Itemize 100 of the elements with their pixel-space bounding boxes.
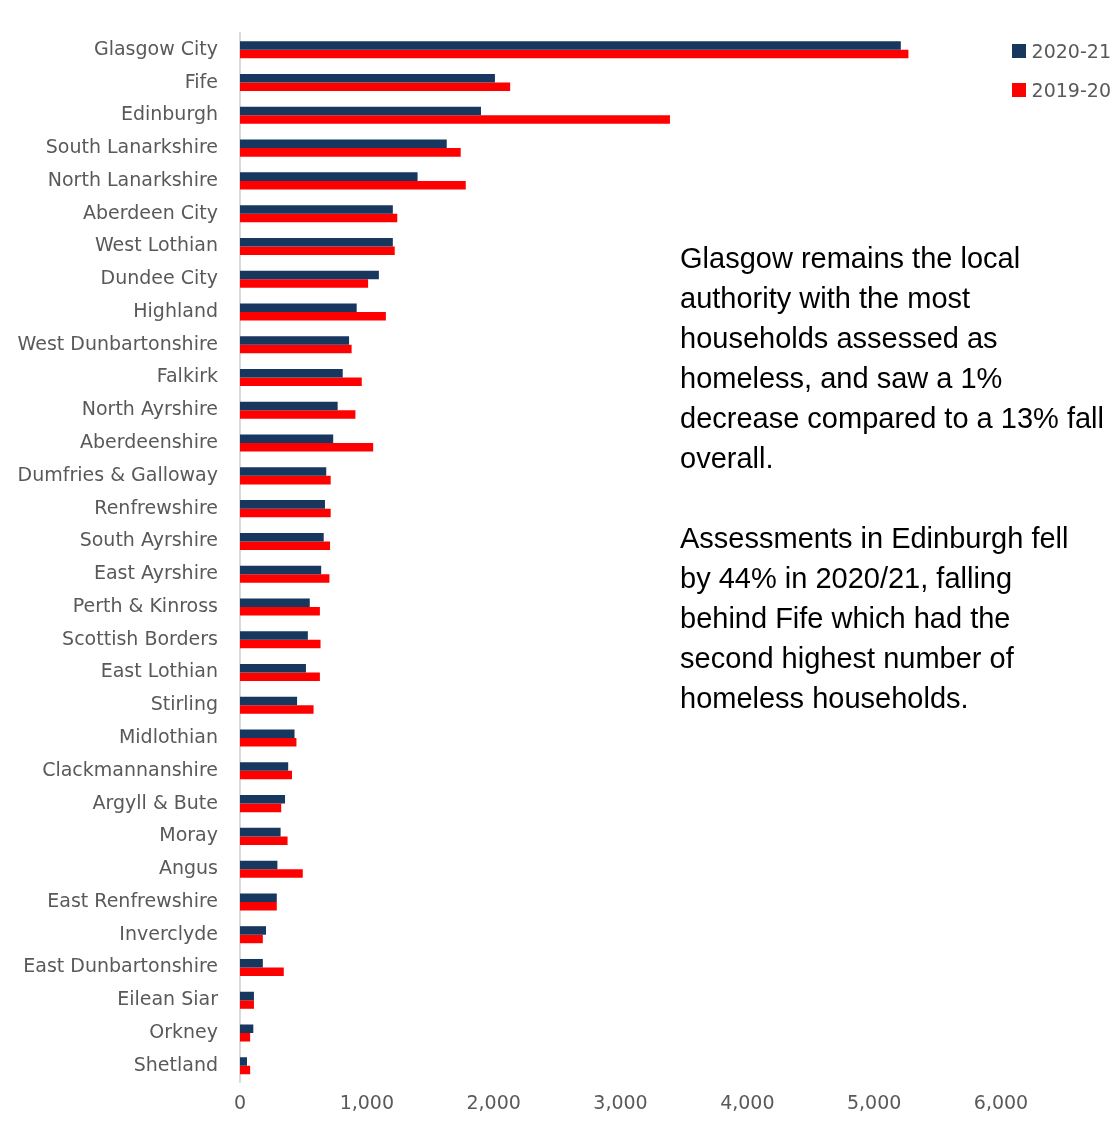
- bar: [240, 1057, 247, 1066]
- y-tick-label: Orkney: [149, 1019, 218, 1042]
- bar: [240, 991, 254, 1001]
- y-tick-label: East Ayrshire: [93, 561, 218, 584]
- y-tick-label: Edinburgh: [120, 102, 218, 125]
- bar: [240, 270, 379, 280]
- y-tick-label: Clackmannanshire: [42, 757, 218, 780]
- bar: [240, 893, 277, 902]
- legend-label: 2019-20: [1031, 79, 1111, 101]
- bar: [240, 49, 909, 59]
- legend-label: 2020-21: [1031, 40, 1111, 62]
- bar: [240, 598, 310, 607]
- bar: [240, 115, 670, 124]
- y-tick-label: Renfrewshire: [94, 495, 218, 518]
- bar: [240, 139, 447, 149]
- annotation: Assessments in Edinburgh fell by 44% in 2020/21, falling behind Fife which had the second highest number of homeless households.: [680, 521, 1070, 716]
- bar: [240, 672, 320, 682]
- bar: [240, 434, 334, 444]
- y-tick-label: Perth & Kinross: [72, 593, 218, 616]
- bar: [240, 541, 331, 550]
- bar: [240, 467, 327, 476]
- x-tick-label: 0: [233, 1090, 247, 1113]
- x-tick-label: 1,000: [339, 1090, 395, 1113]
- bar: [240, 574, 330, 583]
- y-tick-label: North Lanarkshire: [47, 167, 218, 190]
- y-tick-label: East Dunbartonshire: [23, 954, 218, 977]
- bar: [240, 311, 386, 321]
- bar: [240, 803, 282, 813]
- bar: [240, 336, 350, 345]
- y-tick-label: North Ayrshire: [81, 397, 218, 420]
- y-tick-label: Shetland: [133, 1052, 218, 1075]
- bar: [240, 836, 288, 845]
- bar: [240, 606, 320, 616]
- bar: [240, 213, 398, 223]
- y-tick-label: Midlothian: [118, 725, 218, 747]
- x-tick-label: 4,000: [720, 1090, 775, 1113]
- y-tick-label: South Lanarkshire: [45, 135, 218, 158]
- bar: [240, 410, 356, 419]
- bar: [240, 106, 481, 116]
- bar: [240, 532, 324, 542]
- y-tick-label: Aberdeen City: [83, 200, 218, 223]
- bar: [240, 1024, 254, 1034]
- bar: [240, 631, 308, 640]
- x-tick-label: 2,000: [466, 1090, 521, 1113]
- x-tick-label: 3,000: [593, 1090, 648, 1113]
- bar: [240, 1033, 251, 1042]
- y-tick-label: Inverclyde: [119, 921, 218, 944]
- y-tick-label: Argyll & Bute: [92, 790, 218, 813]
- x-tick-label: 6,000: [973, 1090, 1029, 1113]
- bar: [240, 869, 303, 878]
- y-tick-label: Glasgow City: [93, 36, 218, 59]
- y-tick-label: Moray: [159, 823, 218, 846]
- annotation: Glasgow remains the local authority with the most households assessed as homeless, and saw a 1% decrease compared to a 13% fall overall.: [680, 241, 1105, 476]
- bar: [240, 958, 263, 968]
- bar: [240, 74, 495, 83]
- bar: [240, 279, 369, 288]
- bar: [240, 729, 295, 739]
- bar: [240, 172, 418, 181]
- y-tick-label: West Lothian: [94, 233, 218, 256]
- bar: [240, 770, 292, 780]
- bar: [240, 738, 297, 747]
- y-tick-label: South Ayrshire: [79, 528, 218, 551]
- bar: [240, 41, 901, 50]
- bar: [240, 443, 374, 452]
- y-tick-label: Falkirk: [156, 364, 218, 387]
- bar: [240, 180, 466, 190]
- bar: [240, 500, 325, 509]
- y-tick-label: Scottish Borders: [62, 626, 218, 649]
- bar: [240, 926, 266, 935]
- x-tick-label: 5,000: [846, 1090, 902, 1113]
- y-tick-label: East Renfrewshire: [47, 888, 218, 911]
- bar: [240, 565, 322, 575]
- bar: [240, 475, 331, 485]
- y-tick-label: East Lothian: [100, 659, 218, 682]
- y-tick-label: Stirling: [150, 692, 218, 715]
- bar: [240, 1065, 251, 1075]
- bar: [240, 1000, 254, 1009]
- bar: [240, 795, 286, 804]
- bar: [240, 696, 298, 706]
- bar: [240, 705, 314, 714]
- y-tick-label: Highland: [133, 298, 218, 321]
- y-tick-label: Angus: [158, 856, 218, 879]
- y-tick-label: Dundee City: [100, 266, 218, 289]
- bar: [240, 827, 281, 837]
- bar: [240, 762, 289, 771]
- y-tick-label: Fife: [184, 69, 218, 92]
- bar: [240, 901, 277, 911]
- bar: [240, 148, 461, 157]
- bar: [240, 303, 357, 312]
- bar: [240, 639, 321, 649]
- bar: [240, 82, 511, 92]
- bar: [240, 369, 343, 378]
- bar: [240, 663, 306, 673]
- bar: [240, 860, 278, 870]
- bar: [240, 401, 338, 411]
- bar: [240, 246, 395, 255]
- bar: [240, 377, 362, 387]
- bar: [240, 934, 263, 944]
- bar: [240, 508, 331, 518]
- bar: [240, 237, 393, 247]
